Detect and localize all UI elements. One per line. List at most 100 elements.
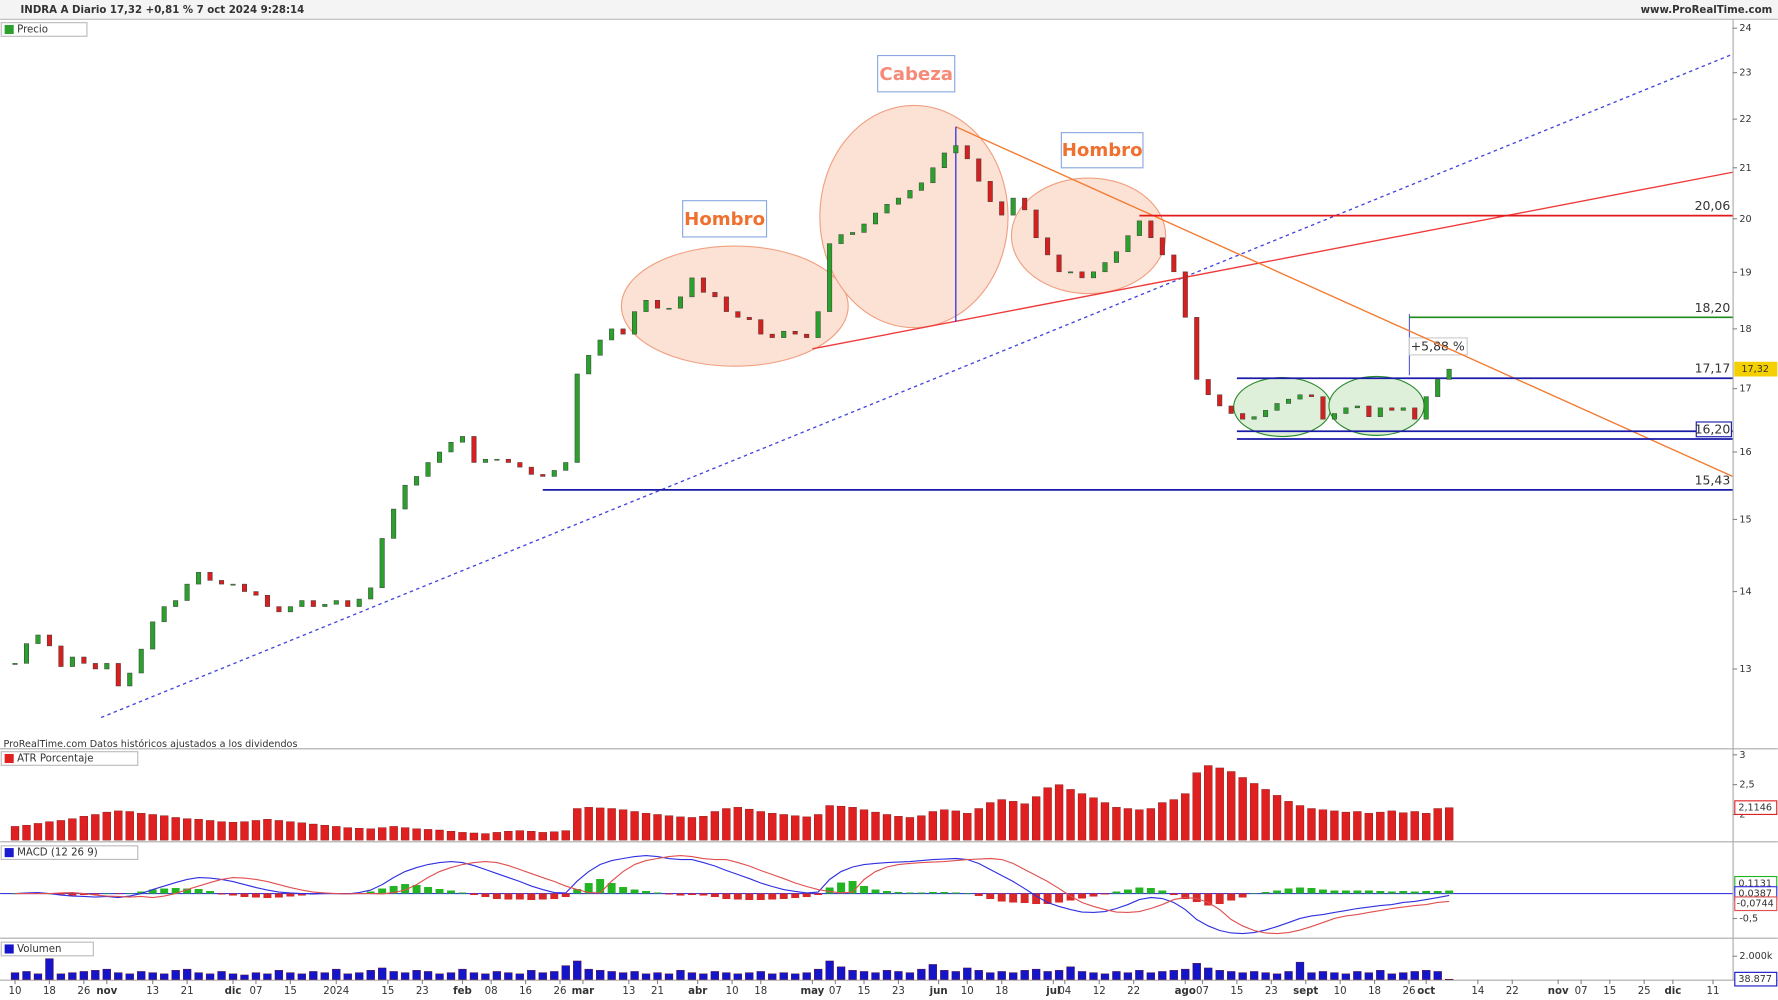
bar xyxy=(286,821,295,841)
x-tick-label: 18 xyxy=(1368,986,1381,997)
bar xyxy=(481,833,490,841)
bar xyxy=(756,811,765,841)
bar xyxy=(182,968,192,980)
histogram-bar xyxy=(148,889,157,894)
bar xyxy=(722,972,731,980)
bar xyxy=(1215,767,1224,841)
candle xyxy=(964,145,970,160)
histogram-bar xyxy=(1009,893,1018,903)
bar xyxy=(1422,970,1431,980)
candle xyxy=(24,643,29,664)
histogram-bar xyxy=(963,893,972,895)
candle xyxy=(276,606,282,613)
histogram-bar xyxy=(779,893,788,900)
candle xyxy=(953,145,959,154)
candle xyxy=(1228,405,1234,414)
x-tick-label: 13 xyxy=(622,986,635,997)
histogram-bar xyxy=(825,887,834,894)
bar xyxy=(986,972,995,980)
bar xyxy=(320,825,329,841)
panel-icon xyxy=(4,944,14,954)
bar xyxy=(768,973,777,980)
bar xyxy=(894,971,903,980)
candle xyxy=(551,470,557,477)
bar xyxy=(160,973,169,980)
histogram-bar xyxy=(768,893,777,900)
bar xyxy=(836,966,846,980)
candle xyxy=(723,296,729,312)
candle xyxy=(1435,379,1441,397)
histogram-bar xyxy=(894,892,903,894)
bar xyxy=(240,821,249,841)
bar xyxy=(22,825,31,841)
candle xyxy=(1377,407,1383,417)
header-title: INDRA A Diario 17,32 +0,81 % 7 oct 2024 … xyxy=(21,5,305,16)
bar xyxy=(1135,809,1144,841)
candle xyxy=(264,595,270,607)
y-tick-label: 17 xyxy=(1739,384,1751,395)
bar xyxy=(779,814,788,841)
bar xyxy=(618,809,628,841)
histogram-bar xyxy=(160,888,169,894)
footnote: ProRealTime.com Datos históricos ajustad… xyxy=(4,738,298,750)
bar xyxy=(274,820,284,841)
bar xyxy=(1249,971,1259,980)
bar xyxy=(1399,812,1408,841)
bar xyxy=(584,968,593,980)
candle xyxy=(1286,398,1292,404)
bar xyxy=(963,967,972,980)
candle xyxy=(1320,396,1326,420)
x-tick-label: 15 xyxy=(1603,986,1616,997)
bar xyxy=(928,811,938,841)
candle xyxy=(907,190,913,199)
histogram-bar xyxy=(481,893,490,898)
bar xyxy=(297,822,306,841)
histogram-bar xyxy=(125,893,134,894)
histogram-bar xyxy=(951,892,960,894)
candle xyxy=(35,634,41,644)
histogram-bar xyxy=(607,883,616,894)
x-tick-label: 11 xyxy=(1707,986,1720,997)
histogram-bar xyxy=(102,893,111,895)
x-tick-label: 18 xyxy=(995,986,1008,997)
bar xyxy=(389,971,398,980)
x-tick-label: 15 xyxy=(858,986,871,997)
candle xyxy=(356,598,362,607)
candle xyxy=(1056,254,1062,273)
bar xyxy=(1307,972,1316,980)
histogram-bar xyxy=(1135,887,1144,894)
bar xyxy=(79,816,89,841)
histogram-bar xyxy=(412,885,421,894)
x-tick-label: 2024 xyxy=(323,986,349,997)
histogram-bar xyxy=(538,893,547,900)
histogram-bar xyxy=(1399,891,1408,894)
bar xyxy=(492,832,502,841)
candle xyxy=(1400,407,1406,411)
x-tick-label: jul xyxy=(1045,986,1060,997)
bar xyxy=(1307,808,1316,841)
bar xyxy=(125,811,134,841)
bar xyxy=(1158,971,1167,980)
candle xyxy=(1171,254,1177,273)
bar xyxy=(400,827,410,841)
x-tick-label: 07 xyxy=(1196,986,1209,997)
bar xyxy=(240,974,249,980)
bar xyxy=(641,973,651,980)
bar xyxy=(10,972,20,980)
candle xyxy=(827,243,833,312)
histogram-bar xyxy=(297,893,306,896)
candle xyxy=(505,458,511,463)
x-tick-label: 12 xyxy=(1093,986,1106,997)
candle xyxy=(884,204,890,214)
bar xyxy=(1364,972,1373,980)
bar xyxy=(1295,805,1305,841)
panel-title: MACD (12 26 9) xyxy=(17,848,98,859)
bar xyxy=(366,828,375,841)
bar xyxy=(1238,777,1247,841)
histogram-bar xyxy=(584,883,593,894)
bar xyxy=(286,972,295,980)
level-label: 18,20 xyxy=(1695,300,1731,315)
x-tick-label: ago xyxy=(1175,986,1196,997)
bar xyxy=(573,960,582,980)
